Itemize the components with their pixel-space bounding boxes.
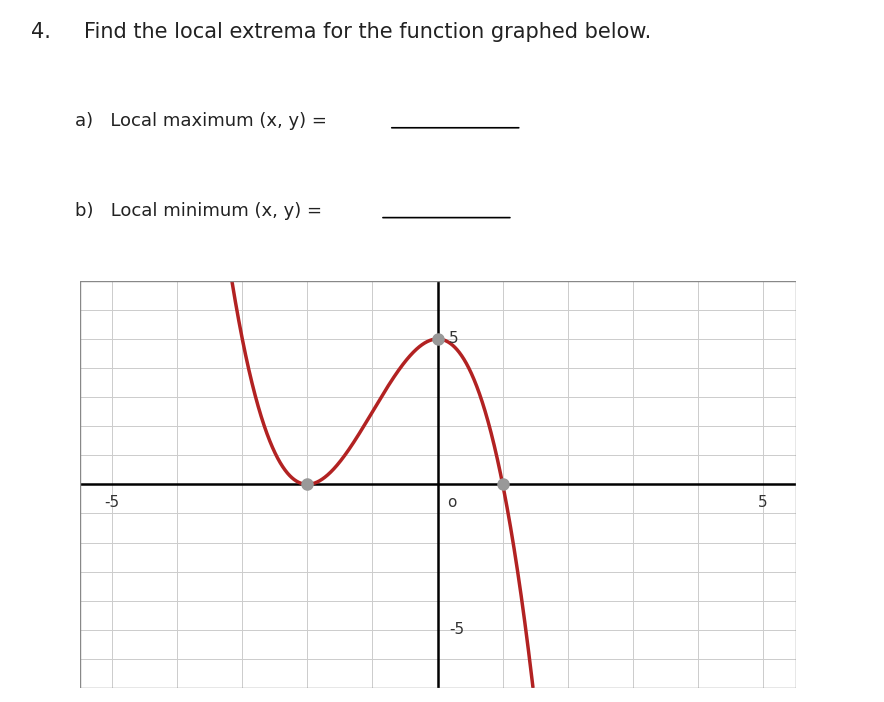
Text: Find the local extrema for the function graphed below.: Find the local extrema for the function … [84,22,652,42]
Text: 4.: 4. [31,22,50,42]
Text: 5: 5 [758,496,768,510]
Text: -5: -5 [104,496,119,510]
Text: a)   Local maximum (x, y) =: a) Local maximum (x, y) = [75,112,327,131]
Text: b)   Local minimum (x, y) =: b) Local minimum (x, y) = [75,202,322,220]
Text: -5: -5 [449,622,464,637]
Text: 5: 5 [449,331,459,347]
Text: o: o [447,496,457,510]
